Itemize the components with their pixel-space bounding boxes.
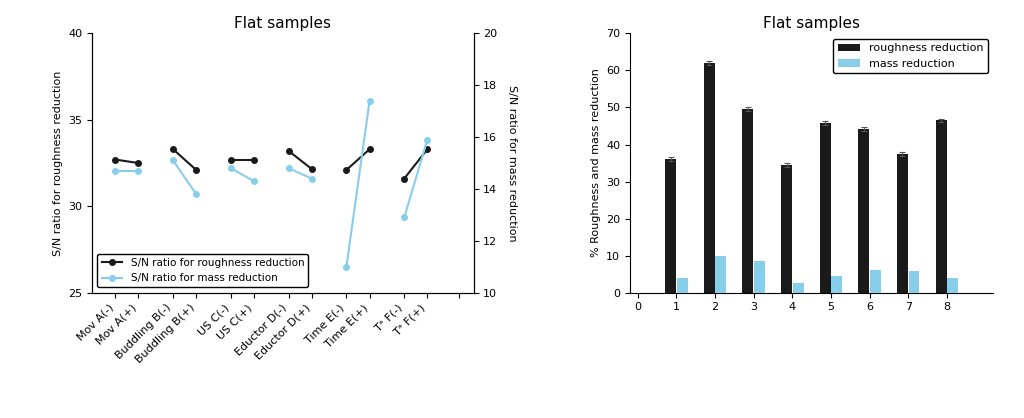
Bar — [677, 278, 687, 293]
Bar — [742, 110, 754, 293]
Y-axis label: S/N ratio for roughness reduction: S/N ratio for roughness reduction — [53, 70, 62, 256]
Y-axis label: S/N ratio for mass reduction: S/N ratio for mass reduction — [507, 85, 517, 241]
Y-axis label: % Roughness and mass reduction: % Roughness and mass reduction — [591, 69, 601, 257]
Bar — [936, 120, 946, 293]
Bar — [754, 261, 765, 293]
Legend: S/N ratio for roughness reduction, S/N ratio for mass reduction: S/N ratio for roughness reduction, S/N r… — [97, 254, 308, 288]
Bar — [831, 276, 842, 293]
Bar — [947, 278, 958, 293]
Bar — [703, 63, 715, 293]
Bar — [781, 165, 792, 293]
Bar — [666, 159, 676, 293]
Title: Flat samples: Flat samples — [234, 16, 332, 31]
Bar — [793, 283, 804, 293]
Bar — [870, 270, 881, 293]
Bar — [858, 129, 869, 293]
Title: Flat samples: Flat samples — [763, 16, 860, 31]
Bar — [820, 123, 830, 293]
Bar — [716, 256, 726, 293]
Bar — [897, 154, 908, 293]
Bar — [908, 271, 920, 293]
Legend: roughness reduction, mass reduction: roughness reduction, mass reduction — [834, 39, 988, 74]
